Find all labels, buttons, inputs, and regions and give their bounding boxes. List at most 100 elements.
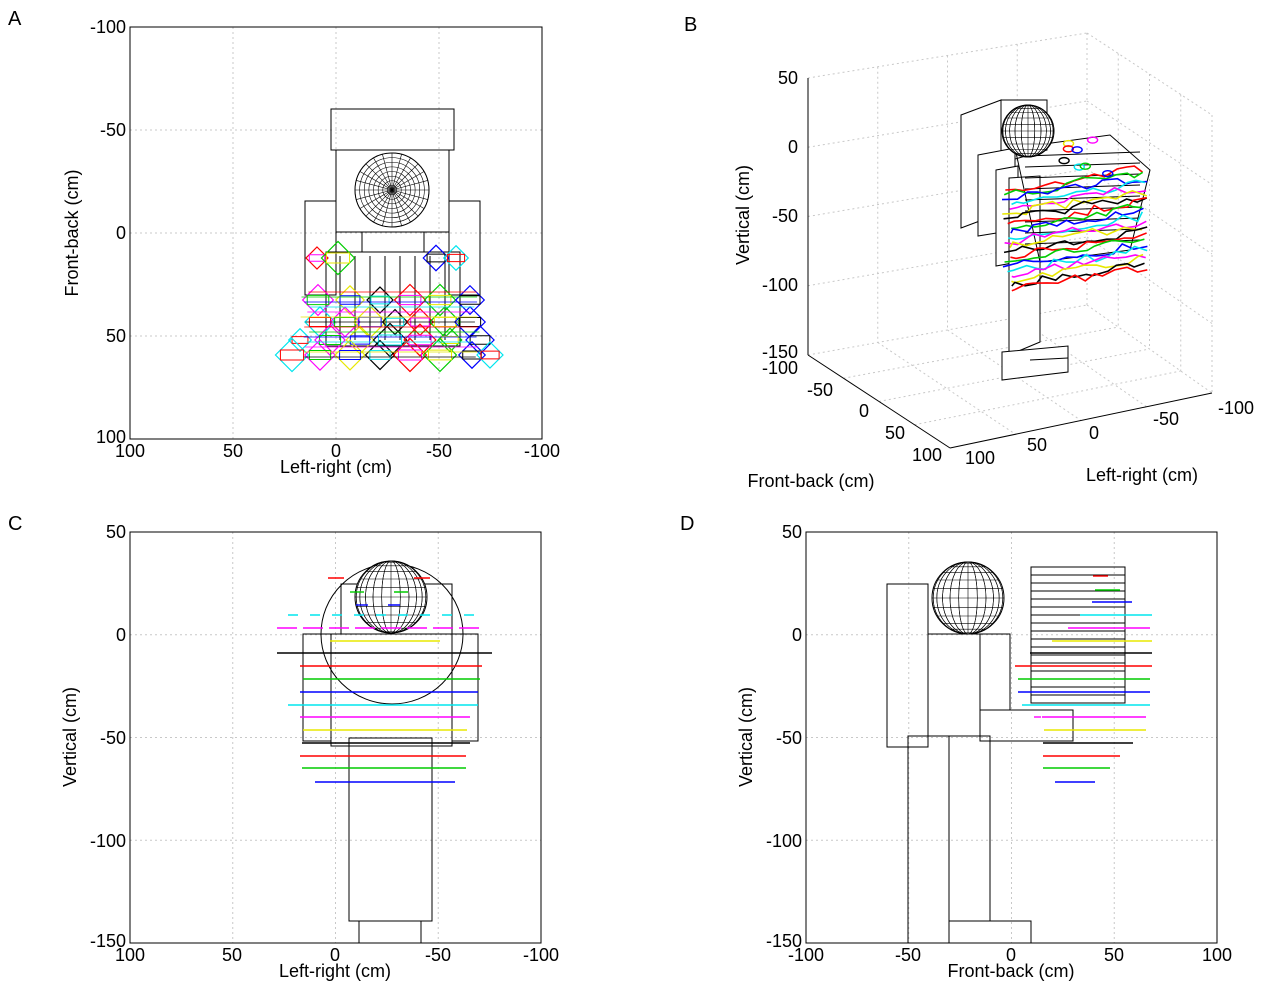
trace	[304, 339, 336, 371]
panel-a-body-outline	[304, 108, 481, 347]
trace	[433, 316, 457, 328]
trace	[1007, 196, 1147, 225]
trace	[306, 294, 330, 306]
panel-a: A 100 50 0 -50 -100 -100 -50 0 50 100 Le…	[8, 8, 560, 477]
trace	[480, 350, 500, 360]
lap-line	[1024, 217, 1141, 223]
panel-b-foot	[1001, 345, 1069, 381]
panel-a-ytick: 100	[96, 427, 126, 447]
mesh-line	[391, 189, 402, 226]
mesh-line	[391, 189, 411, 223]
trace	[1011, 266, 1148, 292]
mesh-line	[391, 180, 428, 191]
panel-b-foot-edge	[1029, 357, 1069, 361]
trace	[1004, 238, 1145, 263]
trace	[385, 317, 405, 327]
panel-d-grid	[806, 532, 1217, 943]
mesh-line	[391, 163, 419, 191]
panel-c-ticks: 100 50 0 -50 -100 50 0 -50 -100 -150	[90, 522, 559, 965]
trace	[1004, 220, 1147, 246]
mesh-line	[373, 189, 393, 223]
panel-b-axes-frame	[807, 78, 1213, 449]
panel-d-ytick: -100	[766, 831, 802, 851]
trace	[318, 334, 342, 346]
mesh-line	[365, 189, 393, 217]
panel-d-backrest	[886, 583, 929, 748]
panel-b-ztick: -50	[772, 206, 798, 226]
panel-d-torso	[927, 633, 981, 737]
mesh-line	[355, 560, 427, 634]
trace	[1002, 177, 1148, 201]
panel-d-thigh	[979, 633, 1011, 711]
trace	[410, 317, 430, 327]
panel-c-body-outline	[302, 560, 479, 944]
mesh-line	[391, 171, 425, 191]
panel-a-ylabel: Front-back (cm)	[62, 169, 82, 296]
trace	[403, 323, 437, 357]
panel-b-body-outline	[960, 99, 1151, 381]
panel-b-head-mesh	[1002, 104, 1054, 158]
trace	[320, 240, 356, 276]
panel-d-traces	[1015, 575, 1152, 783]
trace	[1003, 226, 1148, 254]
mesh-line	[356, 180, 393, 191]
panel-c-axes-box	[129, 531, 542, 944]
panel-c-ylabel: Vertical (cm)	[60, 687, 80, 787]
panel-b-xtick: -50	[1153, 409, 1179, 429]
trace	[1086, 136, 1099, 144]
trace	[1058, 156, 1070, 165]
mesh-line	[382, 189, 393, 226]
panel-d-lap-region	[1030, 566, 1126, 704]
panel-c-xlabel: Left-right (cm)	[279, 961, 391, 981]
panel-d-lower-leg	[948, 735, 991, 922]
panel-d-ticks: -100 -50 0 50 100 50 0 -50 -100 -150	[766, 522, 1232, 965]
panel-b-ticks: 50 0 -50 -100 -150 -100 -50 0 50 100 100…	[762, 68, 1254, 468]
trace	[301, 283, 335, 317]
panel-c-leg	[348, 737, 433, 922]
trace	[370, 295, 390, 305]
panel-b-xtick: 50	[1027, 435, 1047, 455]
panel-c-ytick: 0	[116, 625, 126, 645]
panel-a-xtick: 50	[223, 441, 243, 461]
panel-b-xtick: -100	[1218, 398, 1254, 418]
panel-d-head-mesh	[932, 561, 1004, 635]
trace	[1073, 163, 1085, 171]
trace	[279, 349, 305, 361]
trace	[325, 252, 351, 264]
panel-c-label: C	[8, 513, 22, 535]
panel-d-xtick: 100	[1202, 945, 1232, 965]
panel-d-xtick: -50	[895, 945, 921, 965]
mesh-line	[365, 163, 393, 191]
mesh-line	[359, 171, 393, 191]
trace	[459, 295, 481, 305]
panel-b-ytick: -100	[762, 358, 798, 378]
grid-line	[1086, 100, 1213, 185]
mesh-line	[391, 189, 425, 209]
panel-b-ztick: -100	[762, 275, 798, 295]
trace	[428, 294, 452, 306]
panel-b-front-axis	[807, 354, 951, 449]
panel-d-arm	[979, 709, 1074, 742]
trace	[339, 295, 361, 305]
panel-d-ytick: -50	[776, 728, 802, 748]
panel-c-head-mesh	[355, 560, 427, 634]
mesh-line	[382, 154, 393, 191]
panel-a-ytick: 50	[106, 326, 126, 346]
mesh-line	[1002, 104, 1054, 158]
panel-b-xtick: 100	[965, 448, 995, 468]
trace	[398, 294, 422, 306]
trace	[1002, 243, 1148, 268]
trace	[426, 253, 446, 263]
panel-d-xlabel: Front-back (cm)	[947, 961, 1074, 981]
trace	[314, 324, 346, 356]
panel-c-xtick: -50	[425, 945, 451, 965]
panel-b: B 50 0 -50 -100 -150 -100 -50 0 50 100 1…	[684, 14, 1254, 491]
trace	[1062, 139, 1075, 148]
trace	[1009, 186, 1147, 210]
trace	[1102, 169, 1114, 178]
panel-a-ticks: 100 50 0 -50 -100 -100 -50 0 50 100	[90, 17, 560, 461]
panel-c-traces	[277, 577, 492, 783]
panel-a-ytick: 0	[116, 223, 126, 243]
panel-a-xlabel: Left-right (cm)	[280, 457, 392, 477]
